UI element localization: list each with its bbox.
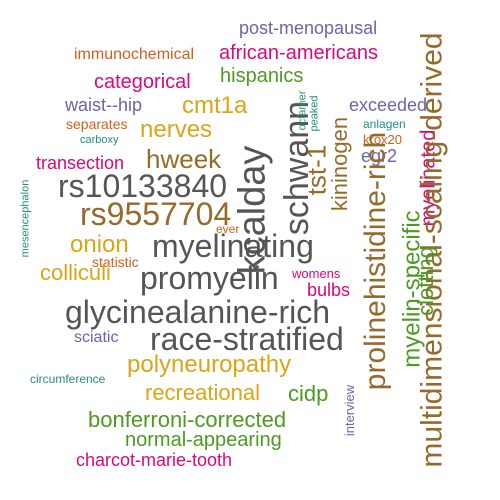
word-myelinating: myelinating (152, 228, 314, 264)
word-immunochemical: immunochemical (74, 46, 195, 63)
word-normal-appearing: normal-appearing (125, 429, 282, 451)
word-interview: interview (342, 384, 358, 437)
word-statistic: statistic (92, 254, 139, 270)
word-cidp: cidp (288, 381, 329, 406)
word-sciatic: sciatic (74, 329, 119, 346)
word-recreational: recreational (145, 380, 260, 405)
word-octamer: octamer (296, 90, 309, 131)
word-african-americans: african-americans (219, 42, 378, 64)
word-hispanics: hispanics (220, 65, 304, 87)
word-kininogen: kininogen (327, 116, 353, 212)
word-bulbs: bulbs (307, 280, 351, 300)
word-cmt1a: cmt1a (182, 92, 248, 119)
word-race-stratified: race-stratified (150, 321, 344, 357)
word-promyelin: promyelin (140, 260, 279, 296)
word-anlagen: anlagen (363, 117, 406, 131)
word-womens: womens (292, 266, 341, 281)
word-glycinealanine-rich: glycinealanine-rich (65, 294, 331, 330)
word-ever: ever (216, 222, 240, 236)
word-egr2: egr2 (361, 146, 398, 166)
word-separates: separates (66, 116, 128, 132)
word-krox20: krox20 (363, 132, 403, 147)
word-colliculi: colliculi (40, 260, 111, 285)
word-peaked: peaked (308, 95, 321, 132)
word-mesencephalon: mesencephalon (19, 179, 32, 258)
word-hweek: hweek (146, 144, 222, 174)
word-polyneuropathy: polyneuropathy (127, 351, 292, 378)
word-charcot-marie-tooth: charcot-marie-tooth (76, 450, 233, 470)
word-carboxy: carboxy (80, 134, 119, 146)
word-clotting: clotting (412, 246, 438, 316)
word-categorical: categorical (94, 71, 191, 93)
word-rs9557704: rs9557704 (80, 196, 232, 232)
word-prolinehistidine-rich: prolinehistidine-rich (359, 131, 393, 391)
word-tst-1: tst-1 (301, 144, 332, 196)
word-transection: transection (36, 153, 125, 173)
word-circumference: circumference (30, 372, 106, 386)
word-bonferroni-corrected: bonferroni-corrected (88, 407, 287, 432)
word-waist-hip: waist--hip (65, 95, 143, 115)
word-onion: onion (70, 231, 129, 258)
word-nerves: nerves (140, 116, 213, 143)
word-post-menopausal: post-menopausal (239, 18, 378, 38)
word-exceeded: exceeded (349, 95, 428, 115)
word-rs10133840: rs10133840 (58, 168, 228, 204)
